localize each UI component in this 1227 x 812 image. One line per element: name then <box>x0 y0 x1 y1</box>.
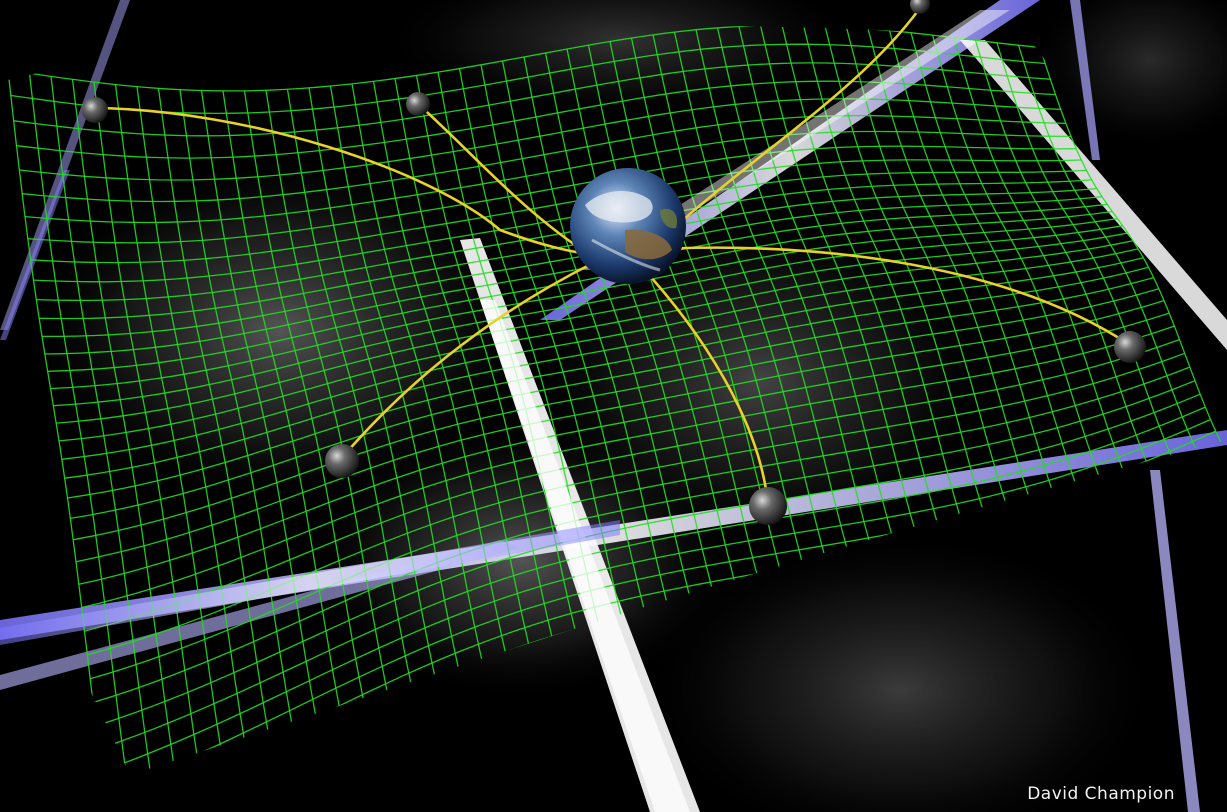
grid-line <box>36 179 1092 302</box>
grid-line <box>92 380 1196 704</box>
grid-line <box>67 266 1149 499</box>
grid-line <box>16 80 1056 159</box>
earth-icon <box>570 168 686 284</box>
grid-line <box>101 418 1211 772</box>
grid-line <box>64 257 1144 479</box>
signal-threads <box>94 7 1131 506</box>
grid-line <box>39 187 1097 320</box>
grid-line <box>24 130 1072 224</box>
grid-line <box>13 62 1051 137</box>
grid-line <box>95 393 1201 727</box>
grid-line <box>44 203 1108 355</box>
grid-line <box>53 225 1123 407</box>
grid-line <box>78 312 1170 585</box>
grid-line <box>84 338 1180 632</box>
grid-line <box>27 145 1077 244</box>
grid-line <box>90 366 1191 680</box>
grid-line <box>98 406 1206 750</box>
grid-line <box>61 248 1139 460</box>
photo-credit: David Champion <box>1027 784 1175 804</box>
grid-line <box>58 240 1134 442</box>
pulsar-beams-front <box>0 10 1010 812</box>
grid-line <box>47 210 1113 372</box>
grid-line <box>22 114 1066 203</box>
grid-line <box>56 232 1128 424</box>
grid-line <box>70 276 1154 520</box>
pulsar-icon <box>82 0 1146 525</box>
grid-line <box>10 43 1046 115</box>
grid-line <box>33 169 1087 283</box>
grid-line <box>75 299 1165 563</box>
grid-line <box>19 98 1061 181</box>
grid-line <box>81 325 1175 609</box>
grid-line <box>30 159 1082 264</box>
grid-line <box>50 217 1118 390</box>
grid-line <box>73 288 1159 541</box>
grid-line <box>42 196 1103 338</box>
